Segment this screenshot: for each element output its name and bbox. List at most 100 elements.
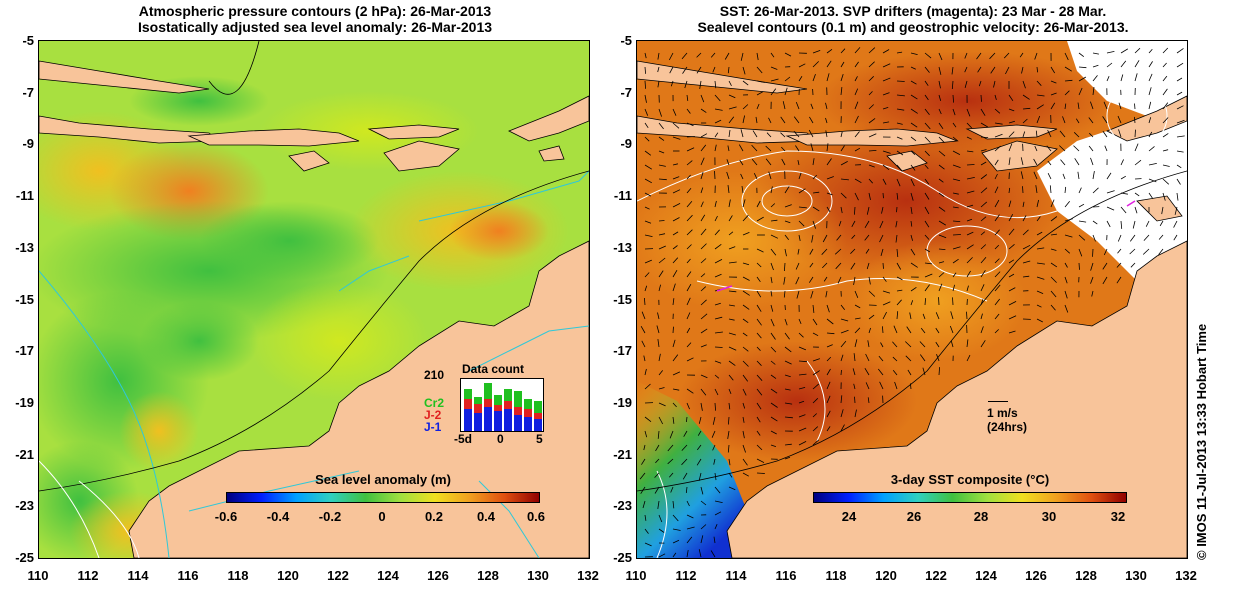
velocity-arrow (1008, 259, 1015, 264)
velocity-arrow (795, 262, 800, 270)
velocity-arrow (714, 94, 721, 102)
velocity-arrow (826, 395, 831, 404)
velocity-arrow (644, 285, 648, 292)
velocity-arrow (795, 145, 800, 152)
velocity-arrow (1064, 262, 1068, 268)
velocity-arrow (896, 289, 903, 292)
velocity-arrow (756, 430, 761, 436)
velocity-arrow (966, 164, 975, 166)
velocity-arrow (728, 458, 731, 466)
right-title-line2: Sealevel contours (0.1 m) and geostrophi… (697, 19, 1129, 35)
sst-colorbar-tick: 30 (1041, 509, 1057, 524)
velocity-arrow (850, 248, 856, 254)
velocity-arrow (1005, 66, 1010, 75)
velocity-arrow (924, 262, 933, 265)
velocity-arrow (1036, 304, 1042, 308)
velocity-arrow (1174, 206, 1178, 215)
velocity-arrow (924, 66, 930, 73)
velocity-scale-arrow (988, 401, 1008, 402)
velocity-arrow (868, 276, 871, 285)
velocity-arrow (910, 286, 917, 292)
velocity-arrow (728, 80, 732, 86)
velocity-arrow (714, 388, 719, 396)
velocity-arrow (641, 311, 646, 320)
velocity-arrow (994, 329, 999, 334)
velocity-arrow (668, 472, 674, 478)
velocity-arrow (810, 290, 814, 299)
y-tick-label: -21 (15, 446, 34, 462)
velocity-arrow (672, 176, 680, 180)
velocity-arrow (696, 52, 702, 58)
velocity-arrow (672, 371, 681, 376)
velocity-arrow (784, 76, 791, 82)
velocity-arrow (994, 214, 1000, 222)
velocity-arrow (686, 536, 693, 544)
velocity-arrow (938, 206, 946, 212)
velocity-arrow (994, 199, 1000, 208)
velocity-arrow (714, 360, 722, 364)
velocity-arrow (1176, 105, 1184, 110)
velocity-arrow (922, 313, 926, 320)
velocity-arrow (784, 204, 792, 208)
velocity-arrow (740, 52, 744, 61)
velocity-arrow (756, 318, 762, 326)
velocity-arrow (795, 276, 800, 285)
velocity-arrow (770, 248, 777, 256)
velocity-arrow (810, 143, 814, 152)
velocity-arrow (1173, 234, 1178, 241)
velocity-arrow (994, 313, 1000, 320)
velocity-arrow (1106, 62, 1113, 68)
velocity-arrow (642, 500, 646, 509)
velocity-arrow (966, 177, 975, 180)
velocity-arrow (1033, 158, 1038, 166)
velocity-arrow (882, 164, 890, 171)
velocity-arrow (812, 358, 821, 362)
velocity-arrow (938, 94, 942, 102)
velocity-arrow (1120, 159, 1124, 166)
velocity-arrow (840, 161, 848, 166)
velocity-arrow (854, 61, 859, 68)
velocity-arrow (742, 430, 745, 439)
velocity-arrow (938, 178, 944, 183)
velocity-arrow (854, 290, 859, 298)
velocity-arrow (798, 360, 808, 363)
velocity-arrow (896, 192, 899, 200)
velocity-arrow (782, 101, 786, 110)
velocity-arrow (1130, 262, 1136, 268)
velocity-arrow (1008, 243, 1015, 250)
velocity-arrow (1162, 149, 1169, 152)
velocity-arrow (854, 327, 861, 334)
velocity-arrow (882, 49, 890, 54)
velocity-arrow (938, 108, 942, 115)
velocity-arrow (640, 486, 646, 494)
velocity-arrow (867, 397, 870, 404)
velocity-arrow (850, 262, 856, 270)
velocity-arrow (700, 535, 704, 544)
velocity-arrow (1050, 216, 1058, 222)
velocity-arrow (1089, 132, 1094, 138)
velocity-arrow (882, 121, 890, 124)
inset-label-j1: J-1 (424, 420, 442, 434)
velocity-arrow (966, 150, 974, 153)
velocity-arrow (826, 381, 831, 390)
sst-colorbar-tick: 32 (1110, 509, 1126, 524)
velocity-arrow (714, 316, 723, 320)
velocity-arrow (822, 234, 828, 243)
velocity-arrow (1046, 145, 1052, 152)
velocity-arrow (938, 150, 946, 157)
velocity-arrow (714, 200, 717, 208)
velocity-arrow (658, 245, 666, 250)
velocity-arrow (980, 161, 987, 166)
velocity-arrow (924, 234, 930, 240)
velocity-arrow (980, 284, 985, 292)
velocity-arrow (1129, 248, 1136, 255)
velocity-arrow (1003, 52, 1010, 59)
velocity-arrow (1134, 60, 1140, 68)
velocity-arrow (728, 231, 734, 236)
velocity-arrow (656, 325, 660, 334)
velocity-arrow (994, 229, 1000, 236)
velocity-arrow (700, 299, 707, 306)
velocity-arrow (672, 539, 680, 544)
velocity-arrow (1077, 102, 1080, 110)
velocity-arrow (644, 234, 653, 237)
